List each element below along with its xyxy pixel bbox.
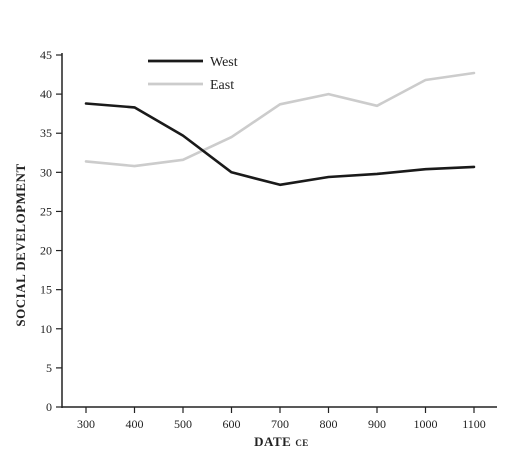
x-tick-label: 700 <box>271 417 289 431</box>
y-tick-label: 30 <box>40 165 52 179</box>
y-tick-label: 0 <box>46 400 52 414</box>
y-tick-label: 20 <box>40 244 52 258</box>
x-tick-label: 400 <box>126 417 144 431</box>
y-tick-label: 5 <box>46 361 52 375</box>
y-axis-ticks: 0 5 10 15 20 25 30 35 40 45 <box>40 48 62 414</box>
x-axis-label-main: DATE <box>254 434 291 449</box>
y-tick-label: 10 <box>40 322 52 336</box>
x-tick-label: 1100 <box>462 417 486 431</box>
y-tick-label: 15 <box>40 283 52 297</box>
y-tick-label: 45 <box>40 48 52 62</box>
legend: West East <box>148 55 238 93</box>
series-line-east <box>84 71 476 168</box>
x-tick-label: 600 <box>223 417 241 431</box>
y-tick-label: 40 <box>40 87 52 101</box>
series-lines <box>84 71 476 187</box>
legend-label-west: West <box>210 55 238 70</box>
x-tick-label: 800 <box>320 417 338 431</box>
x-tick-label: 300 <box>77 417 95 431</box>
x-tick-label: 900 <box>368 417 386 431</box>
x-axis-ticks: 300 400 500 600 700 800 900 1000 1100 <box>77 407 486 431</box>
legend-label-east: East <box>210 78 234 93</box>
x-tick-label: 500 <box>174 417 192 431</box>
y-axis-label: SOCIAL DEVELOPMENT <box>13 163 28 326</box>
x-axis-label: DATE CE <box>254 434 309 449</box>
y-tick-label: 35 <box>40 126 52 140</box>
x-tick-label: 1000 <box>414 417 438 431</box>
y-tick-label: 25 <box>40 204 52 218</box>
series-line-west <box>84 102 476 187</box>
x-axis-label-era: CE <box>295 438 309 448</box>
